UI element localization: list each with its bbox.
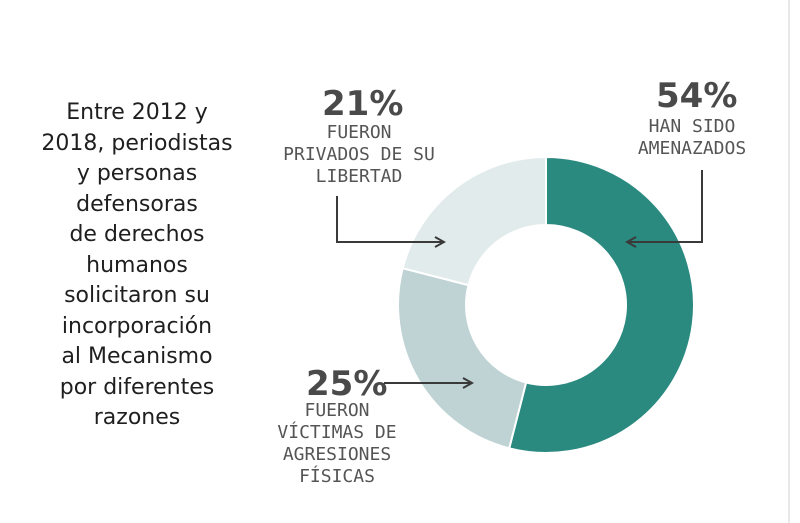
intro-line: defensoras: [76, 191, 198, 217]
category-label-line: VÍCTIMAS DE: [277, 422, 397, 443]
value-label-amenazados: 54%: [656, 76, 738, 116]
intro-line: 2018, periodistas: [41, 130, 233, 156]
slice-privados: [401, 155, 547, 287]
intro-text: Entre 2012 y 2018, periodistas y persona…: [18, 98, 256, 434]
category-label-line: PRIVADOS DE SU: [283, 144, 435, 165]
slice-agresiones: [397, 266, 528, 450]
intro-line: humanos: [86, 252, 188, 278]
arrow-amenazados: [627, 170, 703, 242]
slice-amenazados: [507, 155, 695, 454]
intro-line: al Mecanismo: [61, 344, 213, 369]
value-label-privados: 21%: [322, 84, 404, 124]
category-label-line: FÍSICAS: [299, 466, 375, 487]
right-edge-rule: [788, 0, 790, 523]
category-label-line: FUERON: [304, 400, 370, 421]
category-label-line: LIBERTAD: [315, 166, 403, 187]
intro-line: de derechos: [69, 222, 205, 247]
category-label-line: FUERON: [326, 122, 392, 143]
value-label-agresiones: 25%: [306, 364, 388, 404]
category-label-line: AMENAZADOS: [637, 138, 747, 159]
arrow-privados: [336, 196, 444, 242]
intro-line: incorporación: [61, 313, 213, 339]
category-label-agresiones: FUERON VÍCTIMAS DE AGRESIONES FÍSICAS: [262, 400, 412, 488]
category-label-line: AGRESIONES: [282, 444, 392, 465]
intro-line: Entre 2012 y: [66, 100, 208, 125]
category-label-amenazados: HAN SIDO AMENAZADOS: [612, 116, 772, 160]
intro-line: solicitaron su: [64, 283, 210, 308]
intro-line: por diferentes: [59, 374, 215, 400]
category-label-privados: FUERON PRIVADOS DE SU LIBERTAD: [264, 122, 454, 188]
category-label-line: HAN SIDO: [648, 116, 736, 137]
intro-line: y personas: [76, 161, 198, 186]
intro-line: razones: [93, 405, 181, 430]
